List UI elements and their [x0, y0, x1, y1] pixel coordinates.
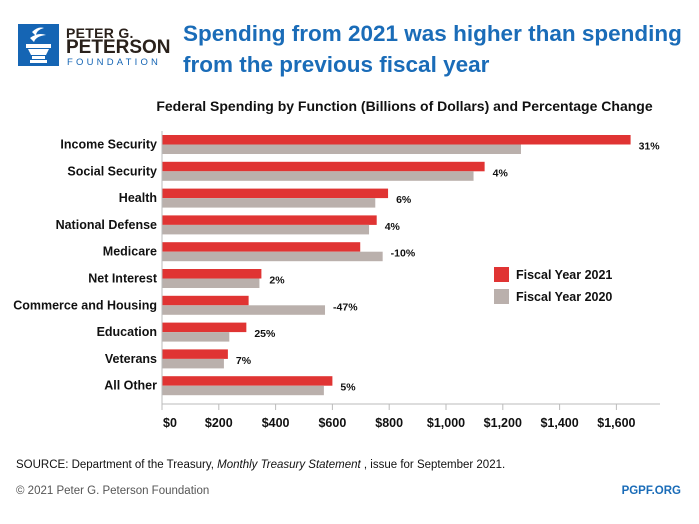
category-label: Net Interest [88, 272, 158, 286]
category-label: Social Security [67, 164, 157, 178]
source-suffix: , issue for September 2021. [360, 459, 506, 471]
bar-fy2020 [162, 358, 224, 369]
logo-text-line3: FOUNDATION [67, 57, 162, 68]
bar-fy2021 [162, 135, 631, 145]
bar-fy2020 [162, 251, 383, 262]
x-tick-label: $1,200 [484, 416, 522, 430]
bar-fy2021 [162, 322, 247, 333]
bar-fy2021 [162, 269, 262, 279]
site-link[interactable]: PGPF.ORG [621, 485, 681, 497]
source-publication: Monthly Treasury Statement [217, 459, 361, 471]
bar-fy2021 [162, 215, 377, 225]
bar-fy2021 [162, 161, 485, 172]
source-note: SOURCE: Department of the Treasury, Mont… [16, 459, 505, 471]
bar-fy2021 [162, 295, 249, 306]
bar-fy2020 [162, 278, 260, 288]
category-label: Health [119, 191, 157, 205]
bar-fy2020 [162, 144, 521, 154]
category-label: Veterans [105, 352, 157, 366]
pct-change-label: -47% [333, 301, 358, 313]
pct-change-label: 5% [340, 382, 356, 394]
x-tick-label: $1,600 [597, 416, 635, 430]
bar-fy2020 [162, 385, 324, 396]
pct-change-label: 25% [254, 328, 276, 340]
x-tick-label: $1,400 [540, 416, 578, 430]
category-label: Education [97, 325, 157, 339]
x-tick-label: $800 [375, 416, 403, 430]
legend-label: Fiscal Year 2021 [516, 268, 612, 282]
logo-text-line1: PETER G. [66, 25, 134, 41]
bar-fy2021 [162, 349, 228, 359]
pct-change-label: 7% [236, 355, 252, 367]
x-tick-label: $0 [163, 416, 177, 430]
chart-title: Federal Spending by Function (Billions o… [156, 98, 653, 114]
page-title: Spending from 2021 was higher than spend… [183, 21, 682, 77]
pct-change-label: 2% [269, 275, 285, 287]
pct-change-label: 4% [385, 221, 401, 233]
bar-fy2021 [162, 188, 389, 199]
bar-fy2020 [162, 224, 370, 235]
torch-logo-icon [18, 24, 59, 66]
category-label: National Defense [56, 218, 157, 232]
pct-change-label: 31% [639, 141, 661, 153]
x-tick-label: $200 [205, 416, 233, 430]
logo-text-line2: PETERSON [66, 37, 171, 58]
legend-swatch [494, 267, 509, 282]
pct-change-label: 4% [493, 167, 509, 179]
copyright: © 2021 Peter G. Peterson Foundation [16, 485, 210, 497]
legend-label: Fiscal Year 2020 [516, 290, 612, 304]
bar-fy2020 [162, 171, 474, 181]
bar-fy2020 [162, 332, 230, 342]
bar-fy2021 [162, 242, 361, 252]
x-tick-label: $600 [318, 416, 346, 430]
bar-fy2020 [162, 305, 326, 315]
bar-fy2020 [162, 198, 376, 208]
legend-swatch [494, 289, 509, 304]
category-label: All Other [104, 379, 157, 393]
pct-change-label: 6% [396, 194, 412, 206]
pct-change-label: -10% [391, 248, 416, 260]
x-tick-label: $400 [262, 416, 290, 430]
category-label: Medicare [103, 245, 157, 259]
source-prefix: SOURCE: Department of the Treasury, [16, 459, 218, 471]
category-label: Commerce and Housing [13, 298, 157, 312]
bar-fy2021 [162, 376, 333, 386]
category-label: Income Security [60, 138, 157, 152]
x-tick-label: $1,000 [427, 416, 465, 430]
